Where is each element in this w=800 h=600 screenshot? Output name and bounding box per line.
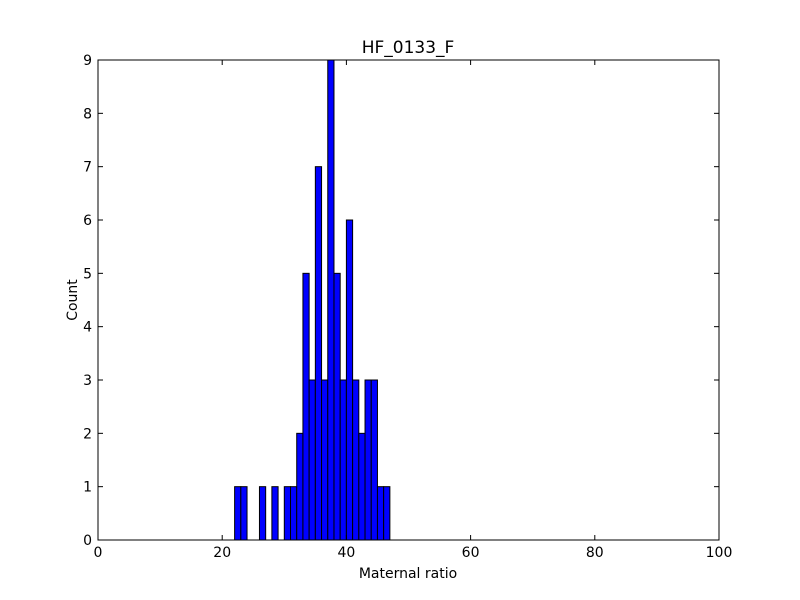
bar	[383, 486, 391, 541]
bar	[258, 486, 267, 541]
y-tick-label: 0	[83, 533, 92, 549]
bar	[358, 432, 366, 541]
bar	[314, 166, 323, 541]
bar	[302, 272, 310, 541]
x-axis-label: Maternal ratio	[359, 566, 457, 582]
bar	[240, 486, 248, 541]
bar	[339, 379, 347, 541]
bar	[321, 379, 329, 541]
y-axis-label: Count	[65, 279, 81, 321]
plot-frame	[97, 59, 720, 541]
y-tick-label: 2	[83, 426, 92, 442]
x-tick-label: 0	[94, 545, 103, 561]
y-tick-label: 7	[83, 160, 92, 176]
bar	[333, 272, 341, 541]
y-tick-label: 6	[83, 213, 92, 229]
y-tick-label: 5	[83, 266, 92, 282]
chart-title: HF_0133_F	[362, 38, 455, 58]
bar	[234, 486, 242, 541]
y-tick-label: 8	[83, 106, 92, 122]
bar	[364, 379, 372, 541]
bar	[327, 59, 335, 541]
bar	[308, 379, 316, 541]
bar	[370, 379, 378, 541]
bar	[352, 379, 360, 541]
y-tick-label: 1	[83, 480, 92, 496]
y-tick-label: 4	[83, 320, 92, 336]
x-tick-label: 80	[586, 545, 604, 561]
bar	[290, 486, 298, 541]
x-tick-label: 60	[462, 545, 480, 561]
bar	[376, 486, 385, 541]
y-tick-label: 3	[83, 373, 92, 389]
bar	[296, 432, 304, 541]
bar	[271, 486, 279, 541]
x-tick-label: 40	[337, 545, 355, 561]
y-tick-label: 9	[83, 53, 92, 69]
bar	[283, 486, 292, 541]
x-tick-label: 20	[213, 545, 231, 561]
bar	[345, 219, 354, 541]
x-tick-label: 100	[706, 545, 733, 561]
